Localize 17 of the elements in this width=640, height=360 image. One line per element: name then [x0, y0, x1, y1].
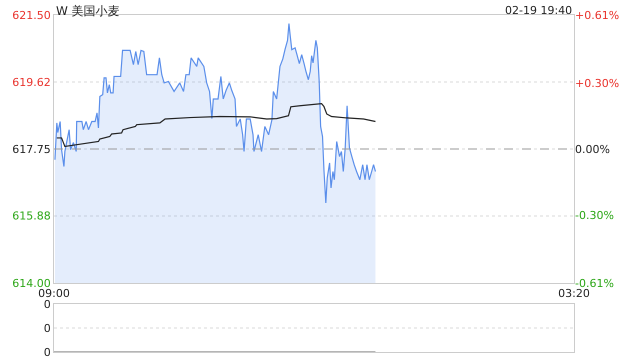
- chart-subtitle: 02-19 19:40: [505, 4, 572, 17]
- x-tick-label: 03:20: [558, 287, 590, 300]
- y2-tick-label: -0.30%: [575, 208, 614, 222]
- y2-tick-label: -0.61%: [575, 276, 614, 290]
- y-tick-label: 621.50: [12, 8, 51, 22]
- y2-tick-label: +0.61%: [575, 8, 620, 22]
- y2-tick-label: +0.30%: [575, 76, 620, 90]
- y-tick-label: 0: [44, 346, 51, 359]
- chart-title: W 美国小麦: [56, 4, 120, 18]
- y-tick-label: 0: [44, 322, 51, 335]
- y-tick-label: 617.75: [12, 142, 51, 156]
- y2-tick-label: 0.00%: [575, 142, 610, 156]
- y-tick-label: 615.88: [12, 210, 51, 223]
- x-tick-label: 09:00: [38, 287, 70, 300]
- y-tick-label: 614.00: [12, 276, 51, 290]
- y-tick-label: 619.62: [12, 76, 51, 90]
- y-tick-label: 0: [44, 298, 51, 311]
